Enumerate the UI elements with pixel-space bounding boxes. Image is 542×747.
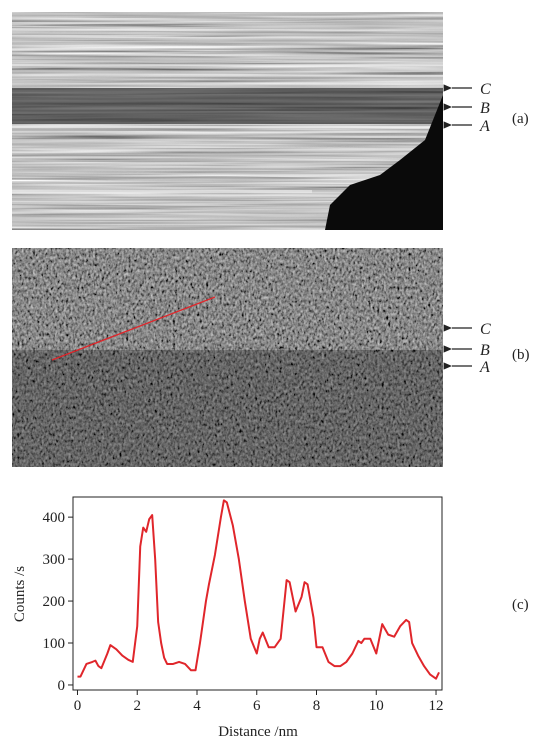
y-axis-label: Counts /s [12,566,28,622]
marker-label: C [480,81,491,98]
x-tick-label: 2 [133,698,141,714]
y-tick-label: 200 [43,594,66,610]
x-tick-label: 6 [253,698,261,714]
x-tick-label: 8 [313,698,321,714]
y-tick-label: 400 [43,510,66,526]
stm-image-b [12,248,443,467]
y-tick-label: 0 [58,678,66,694]
plot-frame [72,496,443,691]
marker-label: B [480,342,490,359]
x-axis-label: Distance /nm [218,724,298,740]
x-tick-label: 0 [74,698,82,714]
marker-label: C [480,321,491,338]
y-tick-label: 100 [43,636,66,652]
panel-label: (a) [512,111,529,127]
data-line [77,499,440,680]
x-tick-label: 4 [193,698,201,714]
x-tick-label: 10 [369,698,384,714]
marker-label: A [479,359,490,376]
marker-label: B [480,100,490,117]
y-tick-label: 300 [43,552,66,568]
panel-label: (b) [512,347,530,363]
stm-image-a [12,12,443,230]
panel-label: (c) [512,597,529,613]
marker-label: A [479,118,490,135]
x-tick-label: 12 [429,698,444,714]
